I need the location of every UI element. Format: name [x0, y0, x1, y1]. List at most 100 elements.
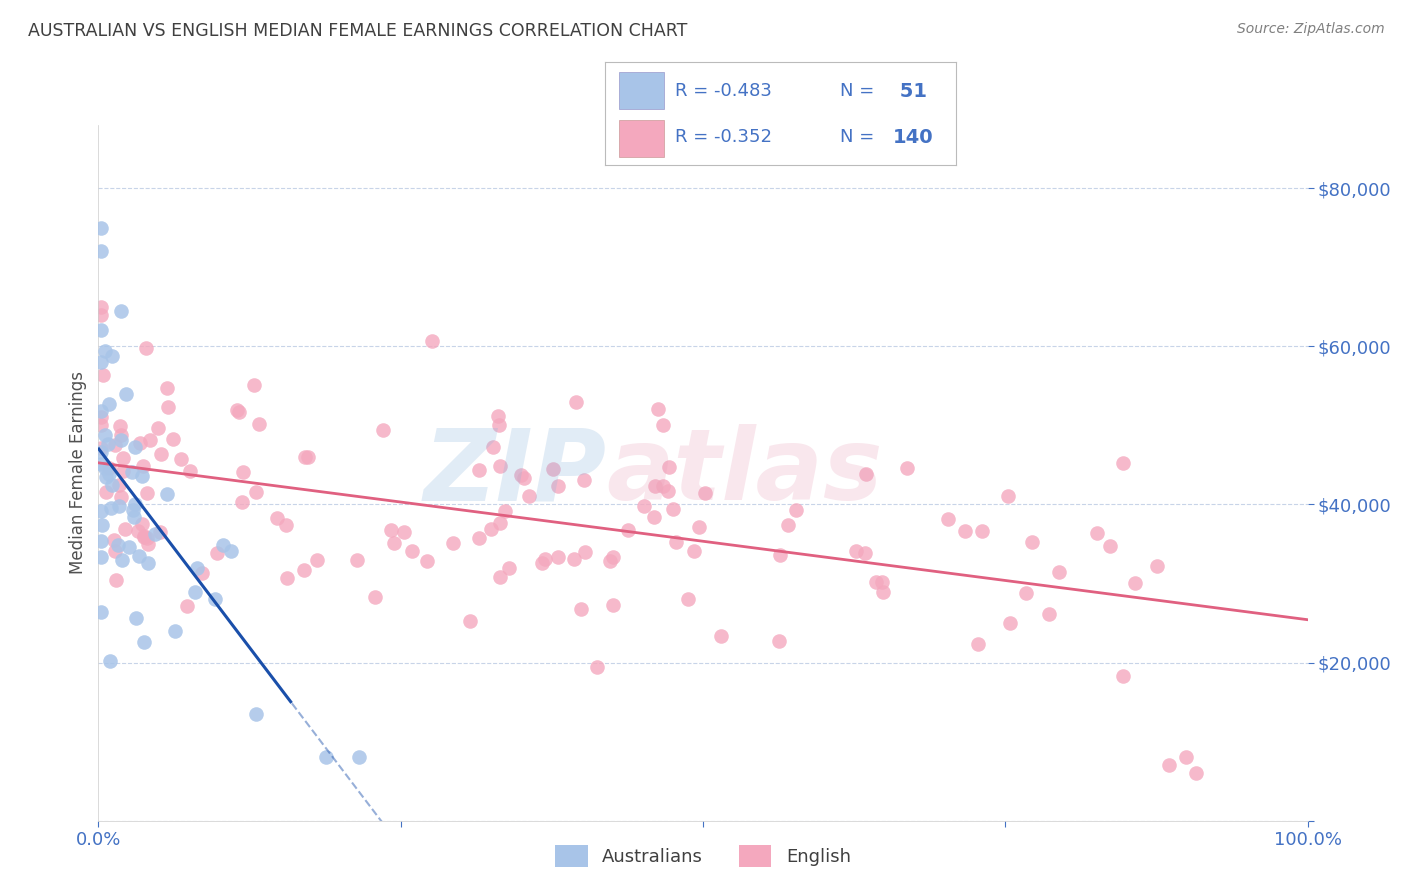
- Point: [276, 571, 298, 585]
- Point: [494, 504, 516, 518]
- Point: [676, 591, 699, 606]
- Bar: [619, 71, 664, 109]
- Point: [872, 585, 894, 599]
- Point: [441, 535, 464, 549]
- Point: [156, 486, 179, 500]
- Point: [997, 490, 1019, 504]
- Point: [176, 599, 198, 613]
- Point: [776, 517, 799, 532]
- Text: R = -0.352: R = -0.352: [675, 128, 772, 146]
- Point: [98, 467, 121, 481]
- Point: [98, 654, 121, 668]
- Point: [211, 537, 233, 551]
- Point: [93, 368, 115, 382]
- Point: [488, 417, 510, 432]
- Point: [114, 522, 136, 536]
- Point: [382, 536, 405, 550]
- Point: [1112, 668, 1135, 682]
- Point: [150, 446, 173, 460]
- Point: [94, 485, 117, 500]
- Point: [855, 467, 877, 481]
- Text: 51: 51: [893, 82, 927, 101]
- Point: [110, 490, 132, 504]
- Point: [651, 418, 673, 433]
- Point: [111, 451, 134, 466]
- Point: [1112, 457, 1135, 471]
- Point: [1038, 607, 1060, 622]
- Point: [132, 459, 155, 474]
- Point: [547, 479, 569, 493]
- Point: [143, 527, 166, 541]
- Point: [108, 478, 131, 492]
- Point: [1159, 758, 1181, 772]
- Point: [94, 469, 117, 483]
- Point: [90, 441, 112, 455]
- Point: [547, 550, 569, 565]
- Point: [90, 220, 112, 235]
- Point: [247, 417, 270, 431]
- Point: [486, 409, 509, 424]
- Point: [204, 591, 226, 606]
- Point: [90, 445, 112, 459]
- Point: [121, 465, 143, 479]
- Point: [392, 524, 415, 539]
- Point: [602, 549, 624, 564]
- Point: [633, 500, 655, 514]
- Point: [936, 512, 959, 526]
- Point: [226, 402, 249, 417]
- Point: [710, 629, 733, 643]
- Point: [347, 750, 370, 764]
- Point: [643, 509, 665, 524]
- Point: [232, 465, 254, 479]
- Point: [307, 553, 329, 567]
- Point: [652, 479, 675, 493]
- Point: [110, 304, 132, 318]
- Point: [132, 530, 155, 544]
- Point: [617, 523, 640, 537]
- Point: [569, 602, 592, 616]
- Point: [510, 467, 533, 482]
- Point: [131, 516, 153, 531]
- Text: AUSTRALIAN VS ENGLISH MEDIAN FEMALE EARNINGS CORRELATION CHART: AUSTRALIAN VS ENGLISH MEDIAN FEMALE EARN…: [28, 22, 688, 40]
- Point: [186, 561, 208, 575]
- Point: [111, 553, 134, 567]
- Point: [100, 477, 122, 491]
- Point: [98, 461, 121, 475]
- Point: [124, 497, 146, 511]
- Bar: [619, 120, 664, 157]
- Point: [665, 535, 688, 549]
- Point: [662, 502, 685, 516]
- Point: [90, 300, 112, 314]
- Point: [297, 450, 319, 465]
- Point: [276, 517, 298, 532]
- Point: [100, 501, 122, 516]
- Text: Source: ZipAtlas.com: Source: ZipAtlas.com: [1237, 22, 1385, 37]
- Point: [107, 500, 129, 514]
- Point: [122, 510, 145, 524]
- Point: [1123, 575, 1146, 590]
- Point: [266, 510, 288, 524]
- Point: [488, 570, 510, 584]
- Point: [1021, 534, 1043, 549]
- Text: N =: N =: [841, 128, 875, 146]
- Point: [380, 524, 402, 538]
- Point: [90, 308, 112, 322]
- Point: [531, 556, 554, 570]
- Point: [371, 423, 394, 437]
- Point: [90, 605, 112, 619]
- Point: [482, 440, 505, 454]
- Point: [118, 540, 141, 554]
- Point: [134, 529, 156, 543]
- Point: [110, 428, 132, 442]
- Point: [769, 548, 792, 562]
- Point: [183, 584, 205, 599]
- Point: [136, 537, 159, 551]
- Point: [179, 465, 201, 479]
- Point: [1175, 750, 1198, 764]
- Point: [131, 469, 153, 483]
- Point: [245, 706, 267, 721]
- Point: [644, 479, 666, 493]
- Point: [872, 574, 894, 589]
- Point: [695, 486, 717, 500]
- Point: [364, 590, 387, 604]
